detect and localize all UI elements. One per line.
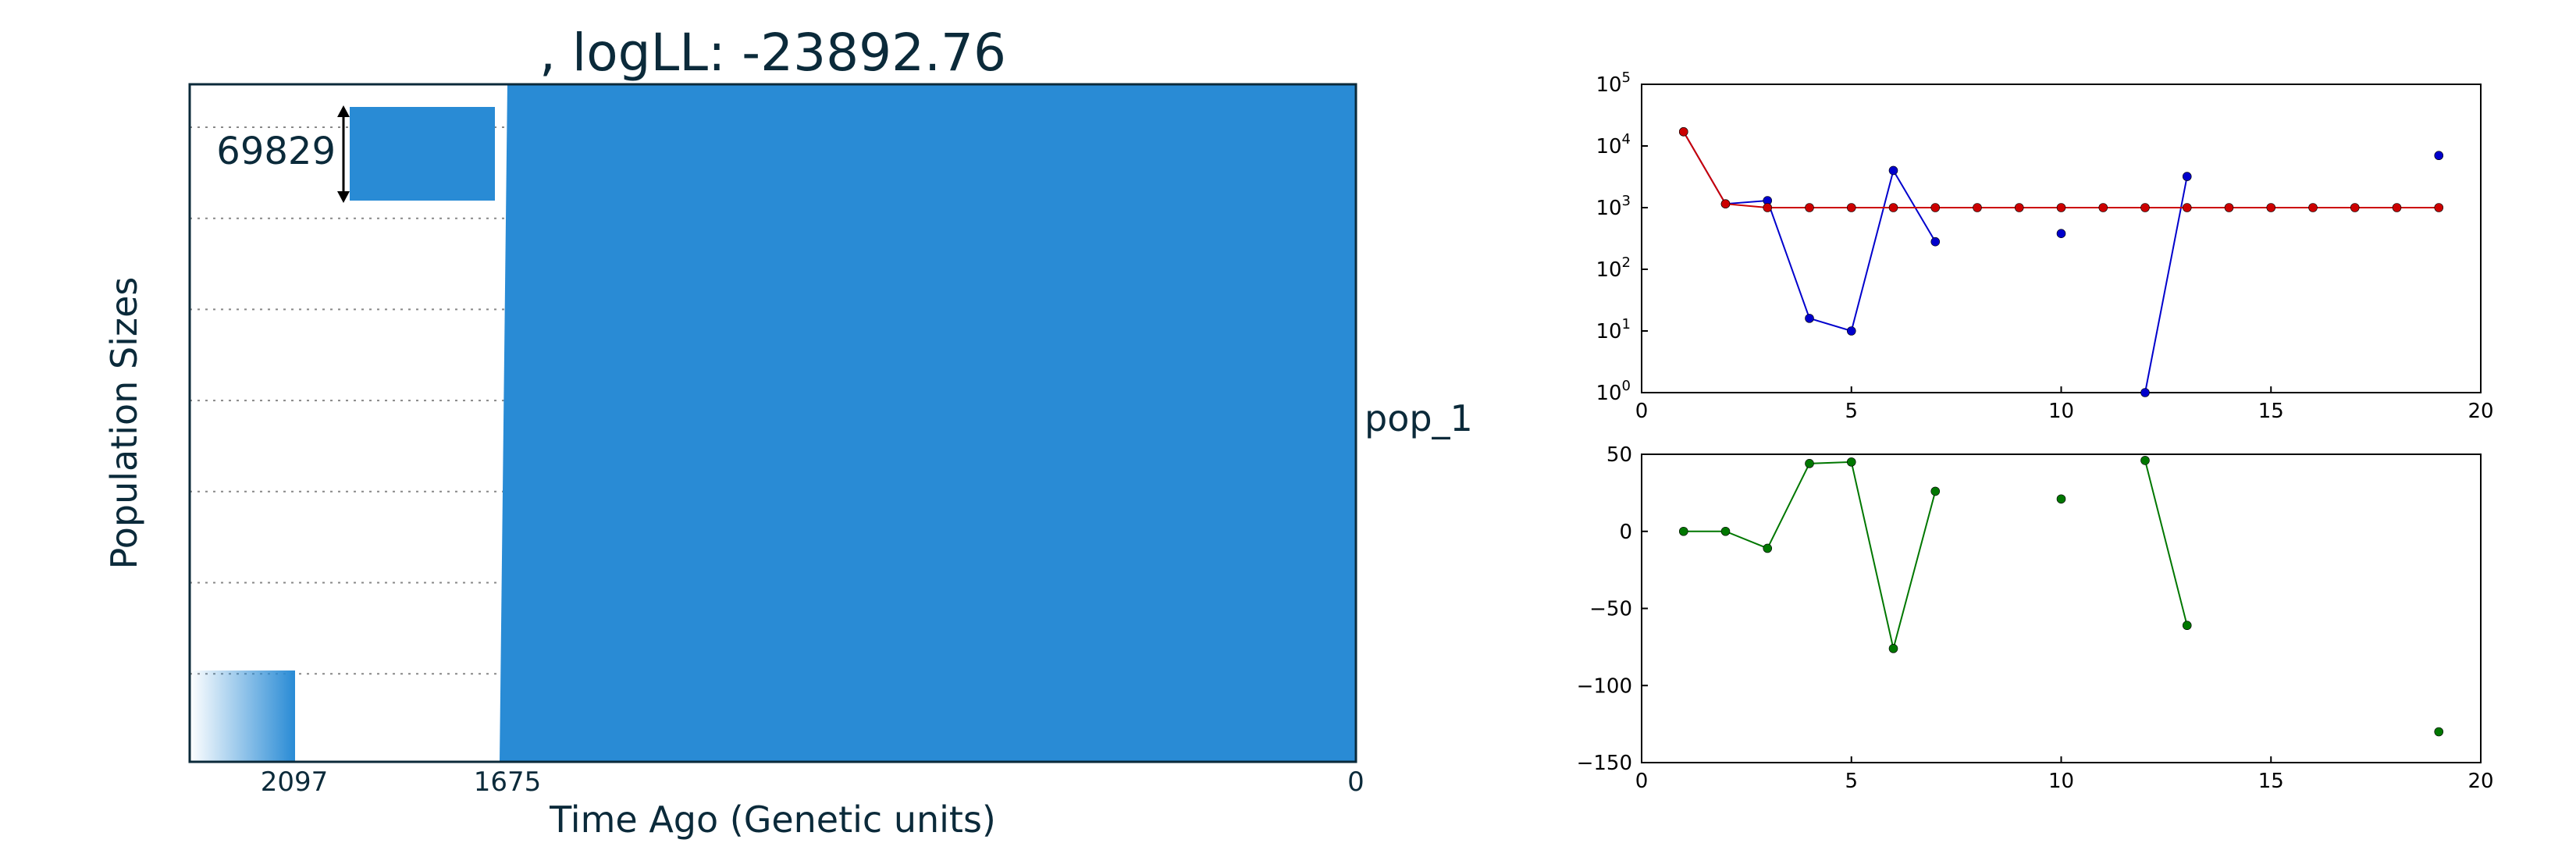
population-label-pop-1: pop_1 bbox=[1364, 397, 1473, 439]
size-history-plot: 100 101 102 103 104 105 0 5 10 15 20 bbox=[1596, 69, 2493, 423]
x-tick-label: 0 bbox=[1635, 400, 1649, 423]
data-point bbox=[1763, 543, 1773, 553]
x-tick-label: 15 bbox=[2258, 400, 2284, 423]
data-point bbox=[1805, 203, 1814, 212]
y-axis-label: Population Sizes bbox=[103, 277, 145, 570]
data-point bbox=[2350, 203, 2360, 212]
y-tick-label: 0 bbox=[1619, 521, 1632, 544]
data-point bbox=[1678, 126, 1688, 137]
data-point bbox=[1888, 203, 1898, 212]
y-tick-label: 104 bbox=[1596, 131, 1631, 158]
scale-bar-arrow bbox=[337, 105, 350, 203]
data-point bbox=[2434, 203, 2444, 212]
data-point bbox=[1720, 526, 1731, 536]
data-point bbox=[1805, 459, 1814, 468]
data-point bbox=[2056, 203, 2066, 212]
x-tick-label: 10 bbox=[2048, 400, 2074, 423]
y-tick-label: −100 bbox=[1577, 674, 1632, 698]
scale-bar-label: 69829 bbox=[216, 130, 336, 173]
data-point bbox=[1930, 237, 1941, 247]
data-point bbox=[2182, 203, 2192, 212]
x-tick-label: 0 bbox=[1635, 770, 1649, 793]
series-line bbox=[2144, 460, 2188, 626]
pop-block-pop-1 bbox=[500, 84, 1356, 762]
data-point bbox=[2392, 203, 2402, 212]
data-point bbox=[2434, 727, 2444, 737]
data-point bbox=[1888, 165, 1898, 176]
chart-title: , logLL: -23892.76 bbox=[539, 23, 1006, 83]
x-tick-label: 15 bbox=[2258, 770, 2284, 793]
data-point bbox=[1846, 326, 1856, 336]
y-tick-label: −50 bbox=[1589, 598, 1632, 621]
x-tick-label: 5 bbox=[1845, 770, 1858, 793]
y-tick-label: −150 bbox=[1577, 752, 1632, 775]
data-point bbox=[2056, 494, 2066, 504]
size-plot-frame bbox=[1641, 84, 2482, 393]
data-point bbox=[1763, 203, 1773, 212]
series-line bbox=[1682, 131, 2439, 208]
data-point bbox=[1805, 314, 1814, 323]
demography-x-ticks: 2097 1675 0 bbox=[261, 767, 1364, 798]
data-point bbox=[2182, 621, 2192, 631]
data-point bbox=[1846, 203, 1856, 212]
y-tick-label: 101 bbox=[1596, 316, 1631, 343]
data-point bbox=[1678, 526, 1688, 536]
data-point bbox=[2140, 203, 2150, 212]
x-tick-label: 10 bbox=[2048, 770, 2074, 793]
scale-bar-box bbox=[350, 107, 495, 201]
data-point bbox=[2308, 203, 2318, 212]
demography-frame bbox=[188, 83, 1357, 763]
y-tick-label: 50 bbox=[1606, 443, 1632, 467]
x-tick-label-0: 0 bbox=[1347, 767, 1364, 798]
y-tick-label: 102 bbox=[1596, 254, 1631, 282]
series-line bbox=[1683, 461, 1937, 649]
y-tick-label: 100 bbox=[1596, 378, 1631, 405]
x-axis-label: Time Ago (Genetic units) bbox=[549, 799, 996, 841]
x-tick-label-2097: 2097 bbox=[261, 767, 329, 798]
x-tick-label: 5 bbox=[1845, 400, 1858, 423]
x-tick-label: 20 bbox=[2467, 770, 2493, 793]
data-point bbox=[2224, 203, 2234, 212]
x-tick-label-1675: 1675 bbox=[474, 767, 542, 798]
y-tick-label: 103 bbox=[1596, 193, 1631, 220]
data-point bbox=[2056, 229, 2066, 238]
data-point bbox=[2140, 456, 2150, 465]
data-point bbox=[1846, 457, 1856, 467]
pop-block-ancestral bbox=[190, 670, 295, 762]
data-point bbox=[2098, 203, 2108, 212]
data-point bbox=[1930, 203, 1941, 212]
data-point bbox=[2182, 172, 2192, 181]
series-line bbox=[1682, 131, 1937, 333]
data-point bbox=[2434, 151, 2444, 161]
data-point bbox=[2266, 203, 2276, 212]
data-point bbox=[1888, 644, 1898, 653]
data-point bbox=[1973, 203, 1982, 212]
data-point bbox=[1930, 486, 1941, 496]
data-point bbox=[2014, 203, 2024, 212]
data-point bbox=[1720, 199, 1731, 209]
data-point bbox=[2140, 388, 2150, 397]
x-tick-label: 20 bbox=[2467, 400, 2493, 423]
y-tick-label: 105 bbox=[1596, 69, 1631, 97]
demography-panel: 69829 , logLL: -23892.76 pop_1 2097 1675… bbox=[103, 23, 1473, 841]
series-line bbox=[2144, 176, 2188, 393]
